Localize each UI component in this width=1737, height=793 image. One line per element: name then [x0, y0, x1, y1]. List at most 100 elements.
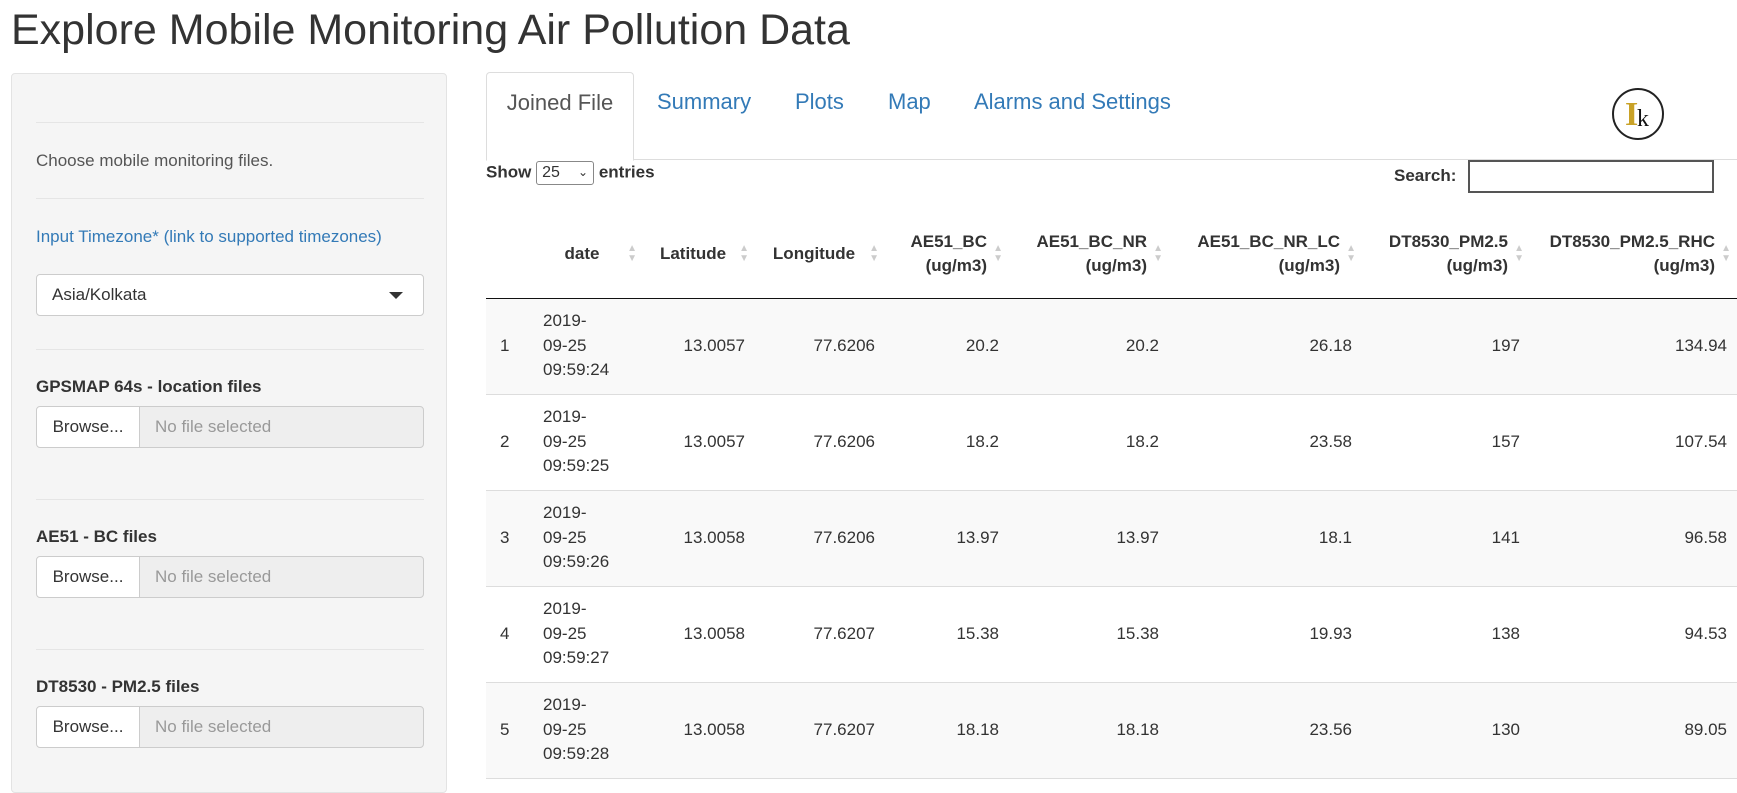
ae51-browse-button[interactable]: Browse... [36, 556, 140, 598]
gps-file-input[interactable]: Browse... No file selected [36, 406, 424, 448]
column-header-text: Longitude [772, 243, 856, 263]
column-header-ae51-bc-nr[interactable]: AE51_BC_NR (ug/m3) ▲ ▼ [1009, 210, 1169, 299]
tab-map[interactable]: Map [888, 89, 931, 114]
entries-select-value: 25 [542, 164, 560, 181]
timezone-link[interactable]: Input Timezone* (link to supported timez… [36, 227, 382, 246]
gps-browse-button[interactable]: Browse... [36, 406, 140, 448]
chevron-down-icon: ⌄ [578, 165, 589, 179]
table-cell-longitude: 77.6206 [755, 490, 885, 587]
column-header-index [486, 210, 533, 299]
table-cell-index: 2 [486, 394, 533, 491]
table-row: 1 2019- 09-25 09:59:24 13.0057 77.6206 20.2 20.… [486, 298, 1737, 395]
dt8530-file-status: No file selected [139, 706, 424, 748]
table-cell-latitude: 13.0058 [643, 682, 755, 779]
entries-select[interactable]: 25 ⌄ [536, 161, 595, 185]
date-part: 2019- [543, 407, 587, 427]
ae51-file-label: AE51 - BC files [36, 527, 157, 546]
tab-alarms-and-settings[interactable]: Alarms and Settings [974, 89, 1171, 114]
column-header-text: (ug/m3) [1653, 255, 1715, 275]
tab-summary[interactable]: Summary [657, 89, 752, 114]
column-header-longitude[interactable]: Longitude ▲ ▼ [755, 210, 885, 299]
search-label: Search: [1394, 166, 1457, 185]
dt8530-browse-button[interactable]: Browse... [36, 706, 140, 748]
table-body: 1 2019- 09-25 09:59:24 13.0057 77.6206 20.2 20.… [486, 298, 1737, 779]
table-cell-ae51-bc: 18.2 [885, 394, 1009, 491]
table-cell-dt8530-pm25-rhc: 94.53 [1530, 586, 1737, 683]
table-cell-dt8530-pm25: 157 [1362, 394, 1530, 491]
column-header-text: AE51_BC_NR [1036, 231, 1147, 251]
table-cell-dt8530-pm25: 130 [1362, 682, 1530, 779]
sort-icon: ▲ ▼ [993, 242, 1003, 264]
tab-plots[interactable]: Plots [795, 89, 844, 114]
date-part: 2019- [543, 599, 587, 619]
column-header-date[interactable]: date ▲ ▼ [533, 210, 643, 299]
date-part: 09:59:26 [543, 552, 610, 572]
table-cell-ae51-bc: 13.97 [885, 490, 1009, 587]
table-cell-dt8530-pm25: 138 [1362, 586, 1530, 683]
table-cell-ae51-bc-nr-lc: 23.58 [1169, 394, 1362, 491]
column-header-latitude[interactable]: Latitude ▲ ▼ [643, 210, 755, 299]
table-cell-ae51-bc-nr: 18.18 [1009, 682, 1169, 779]
table-cell-ae51-bc: 18.18 [885, 682, 1009, 779]
date-part: 09:59:24 [543, 360, 610, 380]
ae51-file-status: No file selected [139, 556, 424, 598]
dt8530-file-input[interactable]: Browse... No file selected [36, 706, 424, 748]
divider [36, 499, 424, 500]
table-cell-ae51-bc-nr-lc: 18.1 [1169, 490, 1362, 587]
joined-data-table: date ▲ ▼ Latitude ▲ ▼ Longitude ▲ ▼ AE51_BC (ug/m3… [486, 210, 1737, 779]
table-cell-latitude: 13.0058 [643, 490, 755, 587]
table-cell-latitude: 13.0057 [643, 298, 755, 395]
table-cell-ae51-bc-nr: 15.38 [1009, 586, 1169, 683]
table-cell-date: 2019- 09-25 09:59:28 [533, 682, 643, 779]
table-row: 2 2019- 09-25 09:59:25 13.0057 77.6206 18.2 18.… [486, 394, 1737, 491]
date-part: 09:59:25 [543, 456, 610, 476]
table-cell-longitude: 77.6207 [755, 682, 885, 779]
sort-icon: ▲ ▼ [1721, 242, 1731, 264]
ae51-file-input[interactable]: Browse... No file selected [36, 556, 424, 598]
tabs-divider [486, 159, 1737, 160]
table-cell-dt8530-pm25-rhc: 89.05 [1530, 682, 1737, 779]
table-cell-date: 2019- 09-25 09:59:27 [533, 586, 643, 683]
table-cell-index: 5 [486, 682, 533, 779]
sidebar-panel: Choose mobile monitoring files. Input Ti… [11, 73, 447, 793]
table-cell-longitude: 77.6207 [755, 586, 885, 683]
table-cell-dt8530-pm25-rhc: 107.54 [1530, 394, 1737, 491]
column-header-dt8530-pm25-rhc[interactable]: DT8530_PM2.5_RHC (ug/m3) ▲ ▼ [1530, 210, 1737, 299]
column-header-ae51-bc-nr-lc[interactable]: AE51_BC_NR_LC (ug/m3) ▲ ▼ [1169, 210, 1362, 299]
column-header-text: AE51_BC [910, 231, 987, 251]
table-cell-dt8530-pm25: 141 [1362, 490, 1530, 587]
tab-joined-file[interactable]: Joined File [486, 72, 634, 161]
column-header-text: AE51_BC_NR_LC [1197, 231, 1340, 251]
date-part: 09-25 [543, 623, 587, 643]
column-header-ae51-bc[interactable]: AE51_BC (ug/m3) ▲ ▼ [885, 210, 1009, 299]
table-cell-date: 2019- 09-25 09:59:26 [533, 490, 643, 587]
table-row: 4 2019- 09-25 09:59:27 13.0058 77.6207 15.38 15… [486, 586, 1737, 683]
table-cell-ae51-bc-nr-lc: 23.56 [1169, 682, 1362, 779]
column-header-text: DT8530_PM2.5 [1388, 231, 1508, 251]
table-cell-index: 1 [486, 298, 533, 395]
table-cell-ae51-bc-nr-lc: 19.93 [1169, 586, 1362, 683]
timezone-select[interactable]: Asia/Kolkata [36, 274, 424, 316]
date-part: 09-25 [543, 527, 587, 547]
sort-icon: ▲ ▼ [1153, 242, 1163, 264]
table-cell-ae51-bc-nr: 18.2 [1009, 394, 1169, 491]
divider [36, 349, 424, 350]
date-part: 09:59:27 [543, 648, 610, 668]
table-cell-latitude: 13.0058 [643, 586, 755, 683]
sort-icon: ▲ ▼ [869, 242, 879, 264]
table-cell-index: 4 [486, 586, 533, 683]
date-part: 09-25 [543, 335, 587, 355]
divider [36, 122, 424, 123]
column-header-text: (ug/m3) [1446, 255, 1508, 275]
date-part: 2019- [543, 695, 587, 715]
table-row: 3 2019- 09-25 09:59:26 13.0058 77.6206 13.97 13… [486, 490, 1737, 587]
search-input[interactable] [1468, 160, 1714, 193]
table-cell-ae51-bc: 20.2 [885, 298, 1009, 395]
table-header-row: date ▲ ▼ Latitude ▲ ▼ Longitude ▲ ▼ AE51_BC (ug/m3… [486, 210, 1737, 299]
table-cell-ae51-bc: 15.38 [885, 586, 1009, 683]
date-part: 09-25 [543, 719, 587, 739]
column-header-text: (ug/m3) [1278, 255, 1340, 275]
column-header-dt8530-pm25[interactable]: DT8530_PM2.5 (ug/m3) ▲ ▼ [1362, 210, 1530, 299]
column-header-text: Latitude [659, 243, 727, 263]
show-label: Show [486, 162, 532, 182]
